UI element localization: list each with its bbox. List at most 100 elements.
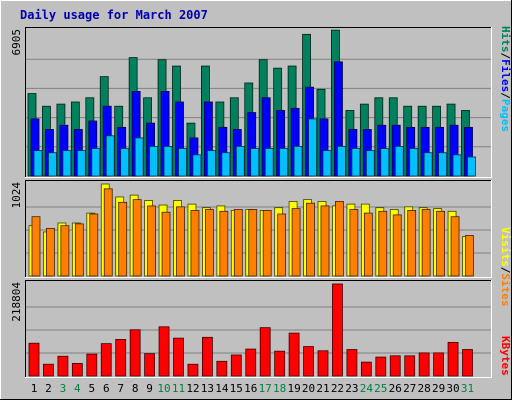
- bar-pages-day-25: [380, 148, 390, 177]
- x-label-day-20: 20: [302, 382, 315, 395]
- bar-pages-day-20: [308, 118, 317, 177]
- bar-sites-day-26: [392, 214, 402, 277]
- legend-files: Files: [499, 59, 512, 92]
- panel-3-bars: [28, 283, 473, 377]
- bar-pages-day-4: [76, 150, 86, 177]
- bar-pages-day-9: [149, 145, 159, 177]
- x-label-day-15: 15: [230, 382, 243, 395]
- bar-sites-day-5: [89, 213, 99, 277]
- bar-sites-day-13: [204, 209, 214, 277]
- bar-kbytes-day-28: [418, 352, 430, 377]
- bar-kbytes-day-11: [173, 337, 184, 377]
- legend-kbytes: KBytes: [499, 336, 512, 376]
- chart-title: Daily usage for March 2007: [20, 8, 208, 22]
- bar-kbytes-day-6: [100, 343, 112, 377]
- bar-kbytes-day-21: [317, 350, 329, 377]
- bar-kbytes-day-15: [230, 354, 242, 377]
- x-label-day-31: 31: [461, 382, 474, 395]
- bar-sites-day-3: [60, 225, 70, 277]
- legend-hits: Hits: [499, 26, 512, 53]
- bar-kbytes-day-26: [389, 355, 401, 377]
- bar-kbytes-day-22: [332, 283, 343, 377]
- legend-hits-files-pages: Hits/Files/Pages: [499, 26, 512, 132]
- bar-kbytes-day-8: [129, 329, 141, 377]
- bar-sites-day-30: [450, 216, 460, 277]
- bar-sites-day-31: [465, 235, 474, 277]
- bar-kbytes-day-13: [201, 336, 213, 377]
- bar-kbytes-day-7: [115, 339, 127, 377]
- panel-2-bars: [28, 183, 474, 277]
- bar-pages-day-3: [62, 150, 72, 177]
- bar-sites-day-29: [436, 210, 446, 277]
- legend-slash-1: /: [499, 53, 512, 60]
- x-label-day-16: 16: [244, 382, 257, 395]
- legend-sites: Sites: [499, 273, 512, 306]
- bar-sites-day-12: [190, 210, 200, 277]
- x-label-day-22: 22: [331, 382, 344, 395]
- bar-pages-day-29: [438, 152, 448, 177]
- bar-pages-day-16: [250, 148, 260, 177]
- y-max-label-hits: 6905: [10, 29, 23, 56]
- y-max-label-visits: 1024: [10, 182, 23, 209]
- bar-pages-day-28: [423, 152, 433, 177]
- x-label-day-24: 24: [360, 382, 374, 395]
- bar-kbytes-day-31: [462, 349, 473, 377]
- bar-pages-day-27: [409, 148, 419, 177]
- bar-kbytes-day-4: [71, 362, 83, 377]
- bar-kbytes-day-24: [360, 361, 372, 377]
- bar-sites-day-23: [349, 209, 359, 277]
- bar-sites-day-22: [335, 201, 344, 277]
- x-label-day-28: 28: [418, 382, 431, 395]
- x-label-day-30: 30: [446, 382, 459, 395]
- legend-visits-sites: Visits/Sites: [499, 227, 512, 307]
- bar-kbytes-day-29: [433, 352, 445, 377]
- panel-visits-sites: [25, 180, 492, 278]
- bar-pages-day-5: [91, 148, 101, 177]
- bar-pages-day-23: [351, 148, 361, 177]
- bar-pages-day-22: [337, 145, 346, 177]
- legend-slash-3: /: [499, 267, 512, 274]
- bar-sites-day-10: [161, 211, 171, 277]
- bar-sites-day-9: [147, 205, 157, 277]
- bar-kbytes-day-19: [288, 332, 300, 377]
- bar-pages-day-11: [178, 148, 187, 177]
- bar-pages-day-26: [394, 145, 404, 177]
- x-label-day-11: 11: [172, 382, 185, 395]
- bar-sites-day-1: [31, 216, 41, 277]
- bar-kbytes-day-10: [158, 326, 170, 377]
- bar-kbytes-day-9: [144, 353, 156, 377]
- x-axis-labels: 1 2 3 4 5 6 7 8 9 10 11 12 13 14 15 16 17 18 19 20 21 22 23 24 2…: [31, 382, 474, 395]
- bar-pages-day-30: [452, 154, 462, 177]
- bar-kbytes-day-5: [86, 353, 98, 377]
- bar-pages-day-10: [163, 145, 173, 177]
- legend-pages: Pages: [499, 99, 512, 132]
- bar-pages-day-8: [134, 137, 144, 177]
- x-label-day-14: 14: [215, 382, 229, 395]
- bar-kbytes-day-1: [28, 342, 40, 377]
- bar-sites-day-24: [363, 212, 373, 277]
- bar-kbytes-day-17: [259, 327, 271, 377]
- x-label-day-17: 17: [259, 382, 272, 395]
- bar-sites-day-17: [262, 210, 272, 277]
- panel-kbytes: [25, 280, 492, 378]
- x-label-day-6: 6: [103, 382, 110, 395]
- bar-kbytes-day-3: [57, 355, 69, 377]
- x-label-day-29: 29: [432, 382, 445, 395]
- x-label-day-13: 13: [201, 382, 214, 395]
- x-label-day-27: 27: [403, 382, 416, 395]
- bar-sites-day-11: [176, 206, 185, 277]
- x-label-day-21: 21: [316, 382, 329, 395]
- x-label-day-18: 18: [273, 382, 286, 395]
- bar-sites-day-15: [233, 209, 243, 277]
- bar-sites-day-2: [46, 227, 55, 277]
- bar-sites-day-8: [132, 199, 142, 277]
- bar-pages-day-13: [206, 150, 216, 177]
- bar-sites-day-27: [407, 210, 417, 277]
- x-label-day-3: 3: [60, 382, 67, 395]
- x-label-day-7: 7: [117, 382, 124, 395]
- bar-kbytes-day-16: [245, 348, 257, 377]
- bar-pages-day-1: [33, 150, 43, 177]
- bar-pages-day-21: [322, 150, 332, 177]
- bar-sites-day-4: [74, 223, 84, 277]
